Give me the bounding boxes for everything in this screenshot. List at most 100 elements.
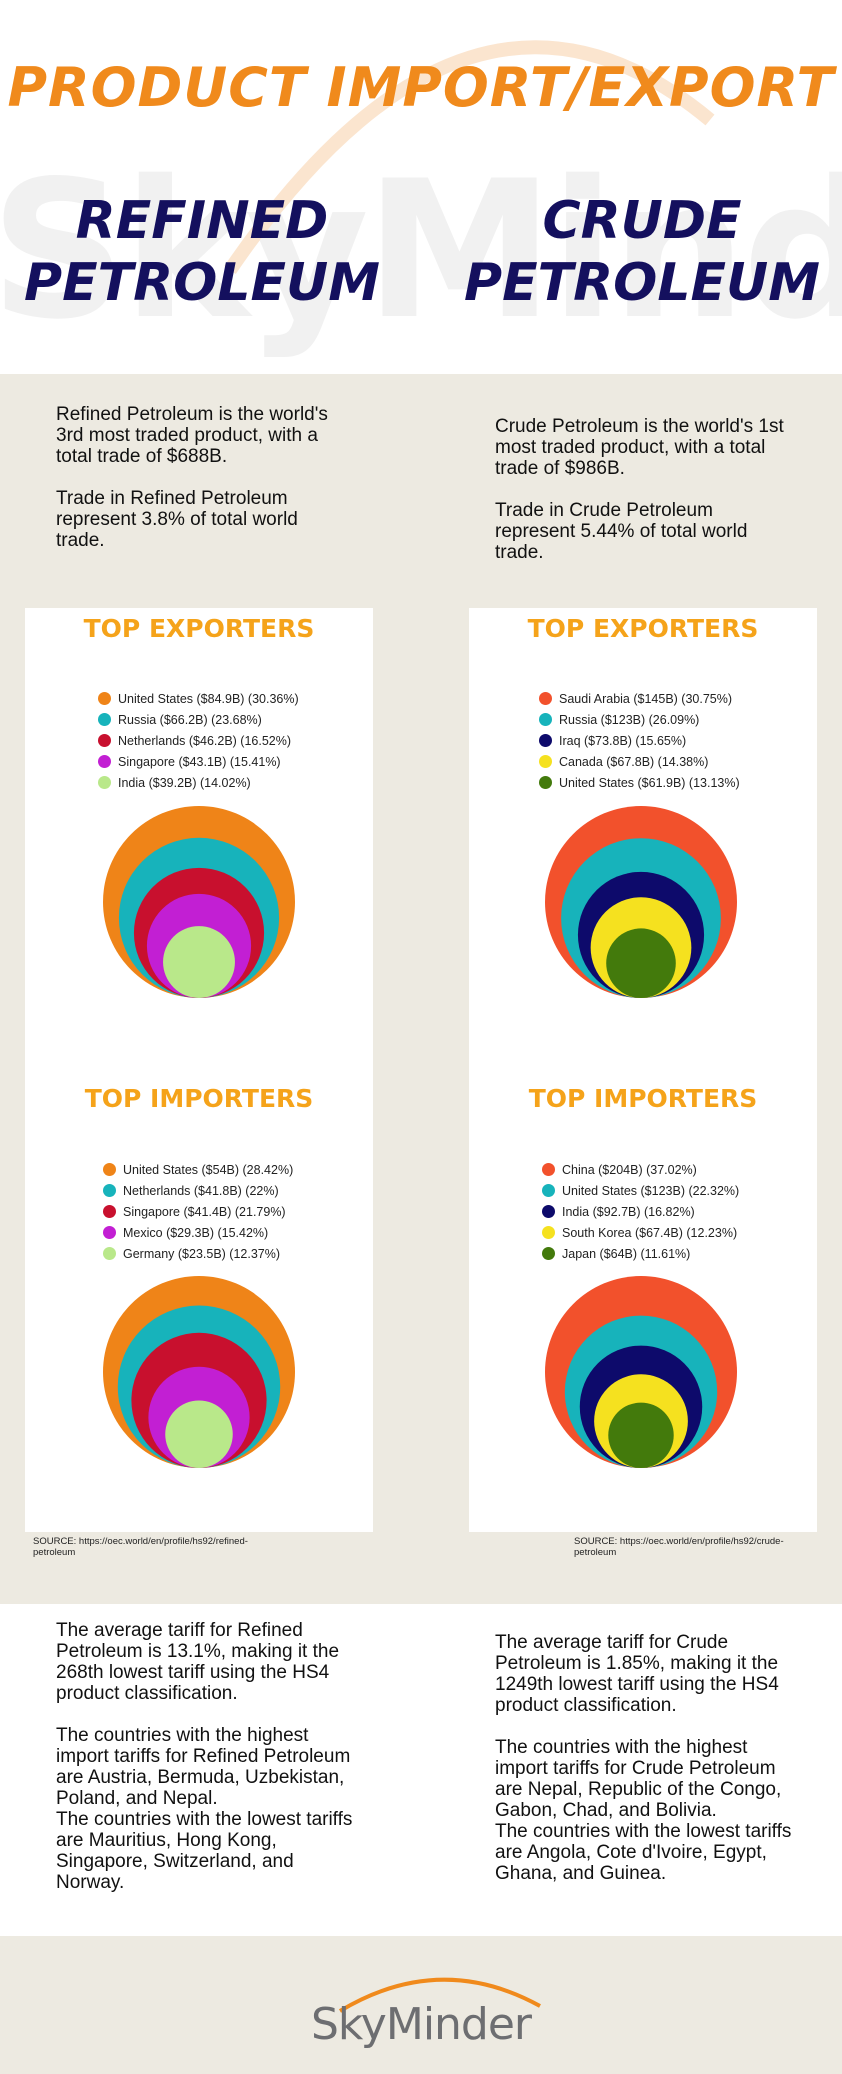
legend-swatch	[103, 1163, 116, 1176]
legend-swatch	[103, 1226, 116, 1239]
refined-intro-p2: Trade in Refined Petroleum represent 3.8…	[56, 488, 298, 551]
footer-logo: SkyMinder	[310, 1999, 532, 2050]
legend-entry: Germany ($23.5B) (12.37%)	[103, 1243, 293, 1264]
page-title: PRODUCT IMPORT/EXPORT	[7, 56, 835, 119]
legend-label: Singapore ($41.4B) (21.79%)	[123, 1204, 286, 1219]
legend-entry: Netherlands ($41.8B) (22%)	[103, 1180, 293, 1201]
refined-tariff-p2: The countries with the highest import ta…	[56, 1725, 351, 1809]
legend-swatch	[98, 713, 111, 726]
legend-entry: Canada ($67.8B) (14.38%)	[539, 751, 740, 772]
legend-swatch	[542, 1247, 555, 1260]
crude-importers-heading: TOP IMPORTERS	[528, 1084, 758, 1113]
legend-entry: Russia ($123B) (26.09%)	[539, 709, 740, 730]
bubble-germany	[165, 1400, 233, 1468]
legend-entry: United States ($84.9B) (30.36%)	[98, 688, 299, 709]
legend-swatch	[539, 755, 552, 768]
crude-importers-legend: China ($204B) (37.02%) United States ($12…	[542, 1159, 739, 1264]
refined-importers-heading: TOP IMPORTERS	[84, 1084, 314, 1113]
refined-importers-legend: United States ($54B) (28.42%) Netherlands…	[103, 1159, 293, 1264]
legend-entry: Singapore ($41.4B) (21.79%)	[103, 1201, 293, 1222]
refined-intro-p1: Refined Petroleum is the world's 3rd mos…	[56, 404, 328, 467]
refined-card: TOP EXPORTERS United States ($84.9B) (30…	[25, 608, 373, 1532]
refined-source: SOURCE: https://oec.world/en/profile/hs9…	[33, 1536, 248, 1558]
crude-intro-p2: Trade in Crude Petroleum represent 5.44%…	[495, 500, 748, 563]
bubble-japan	[608, 1402, 674, 1468]
legend-swatch	[98, 755, 111, 768]
legend-label: United States ($84.9B) (30.36%)	[118, 691, 299, 706]
crude-tariff-p1: The average tariff for Crude Petroleum i…	[495, 1632, 779, 1716]
crude-tariff-p3: The countries with the lowest tariffs ar…	[495, 1821, 792, 1884]
crude-importers-chart	[545, 1276, 737, 1468]
legend-entry: Singapore ($43.1B) (15.41%)	[98, 751, 299, 772]
refined-tariff: The average tariff for Refined Petroleum…	[56, 1620, 356, 1914]
charts-band: Refined Petroleum is the world's 3rd mos…	[0, 374, 842, 1604]
legend-swatch	[542, 1226, 555, 1239]
crude-title: CRUDE PETROLEUM	[464, 191, 820, 313]
bubble-india	[163, 926, 235, 998]
legend-swatch	[103, 1184, 116, 1197]
crude-intro-p1: Crude Petroleum is the world's 1st most …	[495, 416, 784, 479]
watermark-arc-icon	[224, 40, 715, 274]
legend-swatch	[539, 692, 552, 705]
legend-entry: Russia ($66.2B) (23.68%)	[98, 709, 299, 730]
legend-label: Russia ($123B) (26.09%)	[559, 712, 700, 727]
refined-title: REFINED PETROLEUM	[24, 191, 380, 313]
legend-label: United States ($54B) (28.42%)	[123, 1162, 294, 1177]
legend-label: Germany ($23.5B) (12.37%)	[123, 1246, 281, 1261]
legend-entry: United States ($54B) (28.42%)	[103, 1159, 293, 1180]
refined-exporters-chart	[103, 806, 295, 998]
legend-label: Netherlands ($41.8B) (22%)	[123, 1183, 279, 1198]
legend-entry: Mexico ($29.3B) (15.42%)	[103, 1222, 293, 1243]
legend-label: United States ($123B) (22.32%)	[562, 1183, 740, 1198]
logo-arc-icon	[338, 1977, 541, 2013]
legend-label: Canada ($67.8B) (14.38%)	[559, 754, 709, 769]
legend-label: Japan ($64B) (11.61%)	[562, 1246, 691, 1261]
refined-exporters-heading: TOP EXPORTERS	[83, 614, 315, 643]
refined-importers-chart	[103, 1276, 295, 1468]
legend-label: United States ($61.9B) (13.13%)	[559, 775, 740, 790]
legend-swatch	[103, 1247, 116, 1260]
crude-exporters-legend: Saudi Arabia ($145B) (30.75%) Russia ($12…	[539, 688, 740, 793]
refined-tariff-p3: The countries with the lowest tariffs ar…	[56, 1809, 353, 1893]
legend-label: Saudi Arabia ($145B) (30.75%)	[559, 691, 733, 706]
refined-tariff-p1: The average tariff for Refined Petroleum…	[56, 1620, 340, 1704]
legend-entry: United States ($61.9B) (13.13%)	[539, 772, 740, 793]
refined-exporters-legend: United States ($84.9B) (30.36%) Russia ($…	[98, 688, 299, 793]
legend-entry: South Korea ($67.4B) (12.23%)	[542, 1222, 739, 1243]
legend-label: India ($39.2B) (14.02%)	[118, 775, 251, 790]
crude-exporters-chart	[545, 806, 737, 998]
footer: SkyMinder	[0, 1936, 842, 2074]
legend-label: China ($204B) (37.02%)	[562, 1162, 697, 1177]
legend-swatch	[98, 692, 111, 705]
crude-tariff-p2: The countries with the highest import ta…	[495, 1737, 782, 1821]
legend-entry: Iraq ($73.8B) (15.65%)	[539, 730, 740, 751]
watermark-text: SkyMinder	[0, 140, 842, 361]
legend-label: India ($92.7B) (16.82%)	[562, 1204, 695, 1219]
legend-label: Iraq ($73.8B) (15.65%)	[559, 733, 687, 748]
legend-label: Singapore ($43.1B) (15.41%)	[118, 754, 281, 769]
legend-entry: India ($92.7B) (16.82%)	[542, 1201, 739, 1222]
header: SkyMinder PRODUCT IMPORT/EXPORT REFINED …	[0, 0, 842, 374]
legend-swatch	[542, 1205, 555, 1218]
legend-entry: Netherlands ($46.2B) (16.52%)	[98, 730, 299, 751]
legend-label: Russia ($66.2B) (23.68%)	[118, 712, 262, 727]
bubble-united-states	[606, 928, 676, 998]
crude-intro: Crude Petroleum is the world's 1st most …	[495, 416, 795, 584]
legend-entry: Saudi Arabia ($145B) (30.75%)	[539, 688, 740, 709]
legend-label: Netherlands ($46.2B) (16.52%)	[118, 733, 292, 748]
legend-swatch	[539, 776, 552, 789]
legend-swatch	[539, 734, 552, 747]
legend-swatch	[103, 1205, 116, 1218]
legend-swatch	[542, 1184, 555, 1197]
refined-intro: Refined Petroleum is the world's 3rd mos…	[56, 404, 346, 572]
crude-exporters-heading: TOP EXPORTERS	[527, 614, 759, 643]
legend-entry: Japan ($64B) (11.61%)	[542, 1243, 739, 1264]
legend-entry: United States ($123B) (22.32%)	[542, 1180, 739, 1201]
legend-label: South Korea ($67.4B) (12.23%)	[562, 1225, 738, 1240]
legend-swatch	[539, 713, 552, 726]
crude-card: TOP EXPORTERS Saudi Arabia ($145B) (30.7…	[469, 608, 817, 1532]
legend-label: Mexico ($29.3B) (15.42%)	[123, 1225, 269, 1240]
legend-swatch	[98, 734, 111, 747]
crude-source: SOURCE: https://oec.world/en/profile/hs9…	[574, 1536, 784, 1558]
legend-entry: India ($39.2B) (14.02%)	[98, 772, 299, 793]
